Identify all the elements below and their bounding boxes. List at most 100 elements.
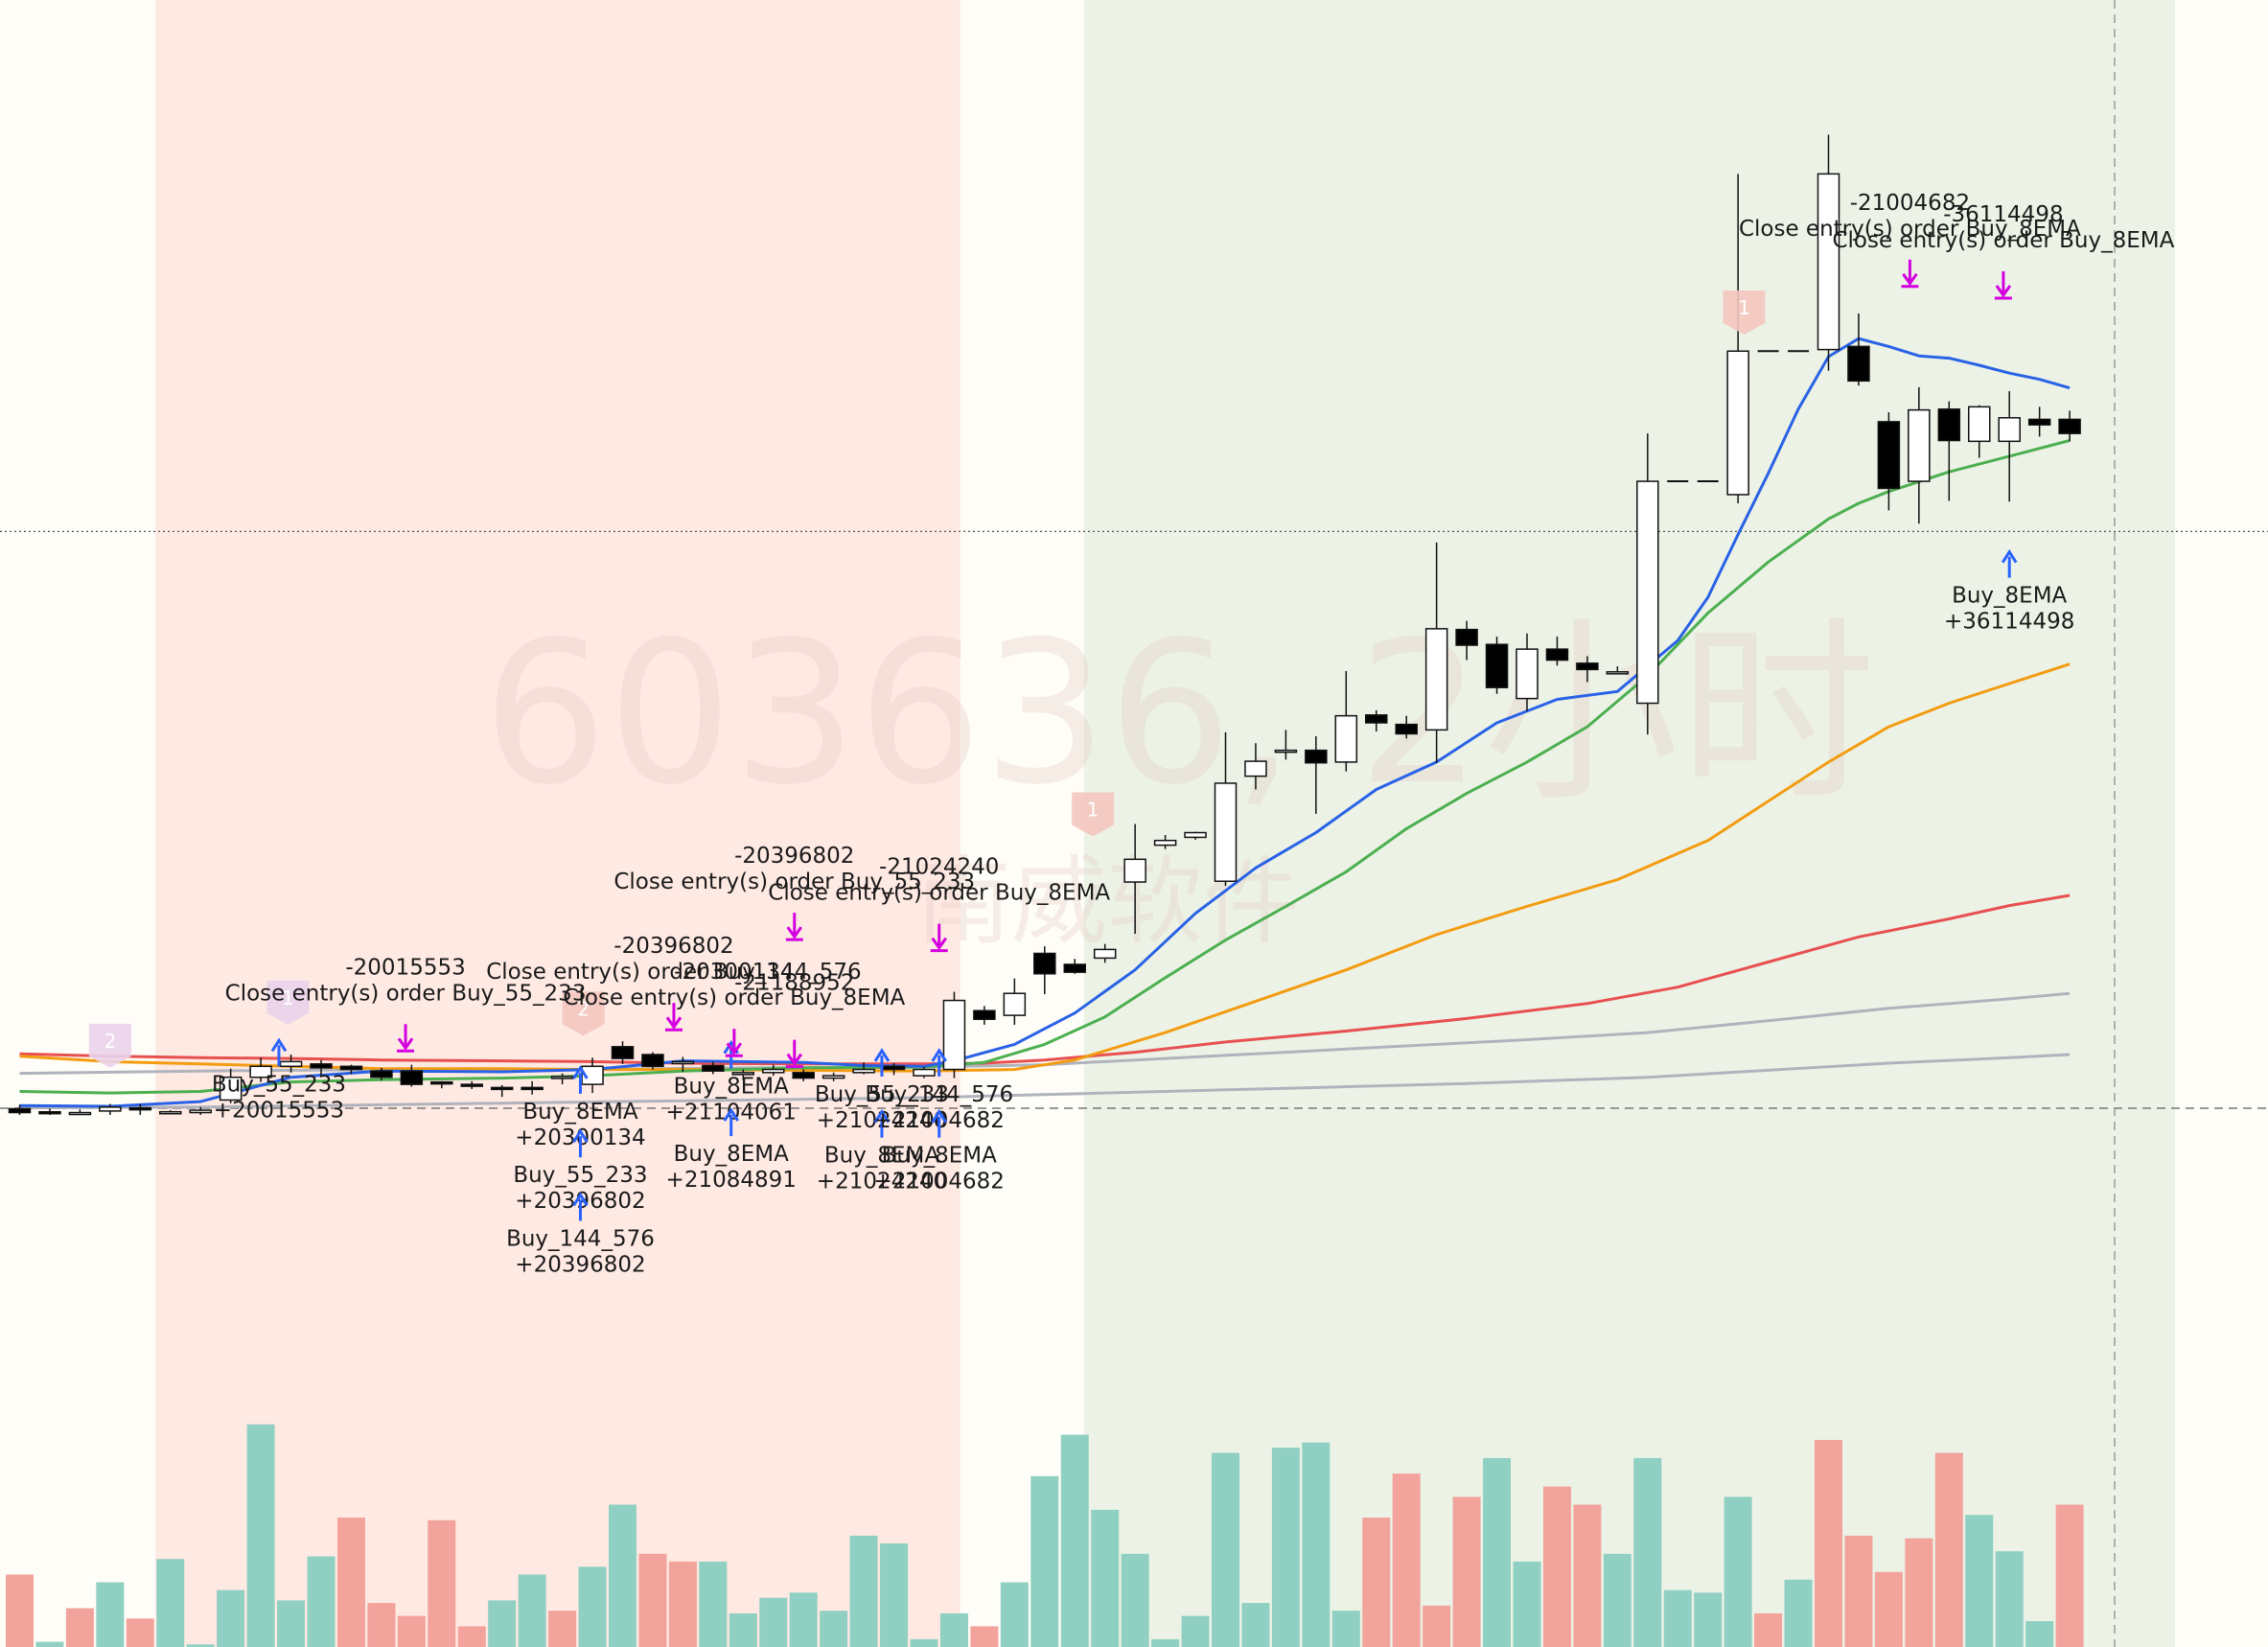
close-signal-label: Close entry(s) order Buy_144_576: [486, 960, 861, 985]
candle: [1274, 730, 1298, 760]
buy-signal-label: Buy_55_233: [212, 1072, 346, 1097]
flag-marker: 1: [1723, 290, 1766, 335]
candle: [189, 1106, 212, 1115]
volume-bar: [35, 1641, 64, 1647]
volume-bar: [156, 1559, 185, 1647]
volume-bar: [2025, 1621, 2054, 1647]
volume-bar: [1663, 1589, 1692, 1647]
candle-body: [1153, 839, 1177, 847]
candle: [671, 1056, 695, 1073]
buy-signal-label: Buy_8EMA: [824, 1144, 939, 1169]
buy-signal-label: Buy_144_576: [506, 1226, 655, 1251]
candle: [1093, 943, 1117, 963]
volume-bar: [699, 1561, 728, 1647]
volume-bar: [277, 1600, 306, 1647]
candle-body: [2058, 418, 2081, 434]
candle: [460, 1080, 483, 1090]
candle-body: [1817, 173, 1840, 351]
flag-marker: 1: [1072, 792, 1115, 837]
close-signal-label: -21004682: [1850, 191, 1970, 216]
candle-body: [671, 1060, 695, 1065]
candle: [822, 1072, 845, 1081]
volume-bar: [789, 1592, 818, 1647]
buy-signal-label: Buy_55_233: [815, 1082, 949, 1107]
candle: [370, 1067, 393, 1081]
volume-bar: [1905, 1538, 1933, 1647]
volume-bar: [1694, 1592, 1723, 1647]
volume-bar: [1271, 1448, 1300, 1647]
candle: [430, 1080, 453, 1089]
candle-body: [1033, 952, 1056, 975]
close-arrow-head: [931, 937, 947, 951]
signal-buy: Buy_144_576+20396802: [506, 1192, 655, 1277]
buy-arrow-head: [723, 1107, 739, 1122]
zone-green: [1083, 0, 2176, 1647]
buy-arrow-head: [270, 1037, 288, 1053]
candle-body: [68, 1111, 92, 1116]
volume-bar: [1724, 1496, 1752, 1647]
volume-bar: [1331, 1611, 1360, 1647]
volume-bar: [1995, 1551, 2024, 1647]
candle: [1063, 959, 1086, 974]
flag-label: 1: [1738, 296, 1750, 319]
ema21-line: [19, 439, 2071, 1095]
candle-body: [581, 1065, 604, 1085]
candle: [400, 1064, 424, 1087]
volume-bar: [1121, 1553, 1149, 1647]
candle-body: [1908, 408, 1931, 482]
candle: [731, 1069, 755, 1081]
candle-body: [128, 1106, 152, 1111]
volume-bar: [820, 1611, 848, 1647]
candle: [249, 1057, 272, 1082]
close-signal-label: -21024240: [879, 855, 999, 880]
candle: [521, 1080, 544, 1095]
buy-arrow-head: [2001, 548, 2018, 564]
candle-body: [762, 1068, 785, 1074]
volume-bar: [668, 1561, 697, 1647]
volume-bar: [1423, 1605, 1451, 1647]
candle-body: [1365, 714, 1388, 724]
volume-bar: [96, 1582, 125, 1647]
volume-bar: [1060, 1434, 1089, 1647]
close-arrow-head: [786, 926, 802, 939]
volume-bar: [1030, 1475, 1059, 1647]
candle: [1244, 743, 1267, 790]
close-arrow-head: [786, 1053, 802, 1067]
candle: [1636, 433, 1659, 735]
signal-buy: Buy_8EMA+21084891: [666, 1107, 797, 1193]
volume-bar: [126, 1618, 154, 1647]
flag-shape: [562, 991, 605, 1036]
candle: [1003, 978, 1027, 1025]
candle-body: [1545, 648, 1569, 661]
flag-shape: [1723, 290, 1766, 335]
candle-body: [822, 1075, 845, 1079]
buy-arrow-head: [931, 1048, 947, 1062]
volume-bar: [65, 1608, 94, 1647]
buy-arrow-head: [572, 1192, 589, 1207]
candle: [8, 1104, 32, 1115]
volume-bar: [1603, 1553, 1632, 1647]
candle-body: [1968, 406, 1991, 443]
buy-signal-label: Buy_55_233: [513, 1163, 647, 1188]
candle-body: [310, 1063, 333, 1069]
candle: [942, 991, 966, 1079]
volume-bar: [1362, 1518, 1391, 1647]
buy-signal-label: Buy_144_576: [865, 1082, 1013, 1107]
volume-bar: [1844, 1535, 1873, 1647]
candle-body: [1726, 350, 1749, 496]
candle-body: [1274, 749, 1298, 754]
volume-bar: [1241, 1603, 1270, 1647]
volume-bar: [849, 1535, 878, 1647]
volume-bar: [729, 1612, 757, 1647]
volume-bar: [217, 1589, 245, 1647]
candle: [762, 1064, 785, 1077]
candle-body: [852, 1068, 875, 1074]
close-signal-label: -20396802: [613, 934, 733, 959]
volume-bar: [397, 1615, 426, 1647]
volume-bar: [548, 1611, 577, 1647]
candle-body: [882, 1065, 906, 1071]
candle-body: [1485, 643, 1509, 688]
